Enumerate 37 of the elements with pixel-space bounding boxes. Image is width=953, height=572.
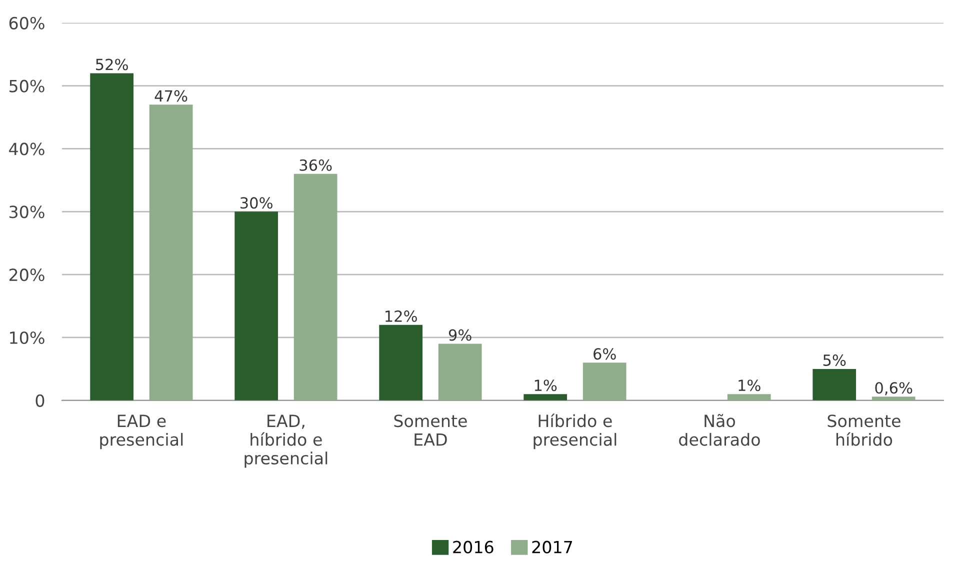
x-tick-label: Somente híbrido (828, 414, 900, 446)
data-label: 52% (96, 58, 128, 70)
bar (234, 212, 278, 400)
data-label: 30% (240, 197, 272, 209)
x-tick-label: Híbrido e presencial (534, 414, 616, 450)
bar (294, 174, 338, 400)
legend-label: 2016 (453, 540, 494, 554)
data-label: 1% (738, 380, 760, 392)
y-tick-label: 50% (10, 80, 44, 92)
bar (727, 394, 771, 400)
data-label: 6% (594, 348, 616, 360)
data-label: 47% (154, 90, 188, 102)
x-tick-label: Não declarado (679, 414, 760, 446)
data-label: 36% (300, 159, 332, 171)
y-tick-label: 40% (9, 142, 44, 156)
data-label: 9% (448, 329, 472, 341)
data-label: 12% (386, 310, 417, 322)
y-tick-label: 30% (10, 206, 44, 218)
x-tick-label: EAD e presencial (100, 414, 183, 450)
data-label: 5% (823, 354, 846, 366)
legend-label: 2017 (532, 540, 572, 554)
bar (524, 394, 568, 400)
bar (149, 104, 193, 400)
bar (812, 368, 856, 400)
bar (872, 396, 916, 400)
bar (90, 73, 134, 400)
data-label: 0,6% (875, 382, 912, 396)
y-tick-label: 0 (36, 394, 44, 407)
y-tick-label: 10% (10, 331, 44, 344)
y-tick-label: 60% (9, 16, 44, 30)
x-tick-label: EAD, híbrido e presencial (244, 414, 328, 468)
data-label: 1% (534, 380, 557, 392)
y-tick-label: 20% (9, 268, 44, 282)
x-tick-label: Somente EAD (394, 414, 467, 446)
bar (379, 324, 423, 400)
bar (582, 362, 626, 400)
bar (438, 344, 482, 400)
